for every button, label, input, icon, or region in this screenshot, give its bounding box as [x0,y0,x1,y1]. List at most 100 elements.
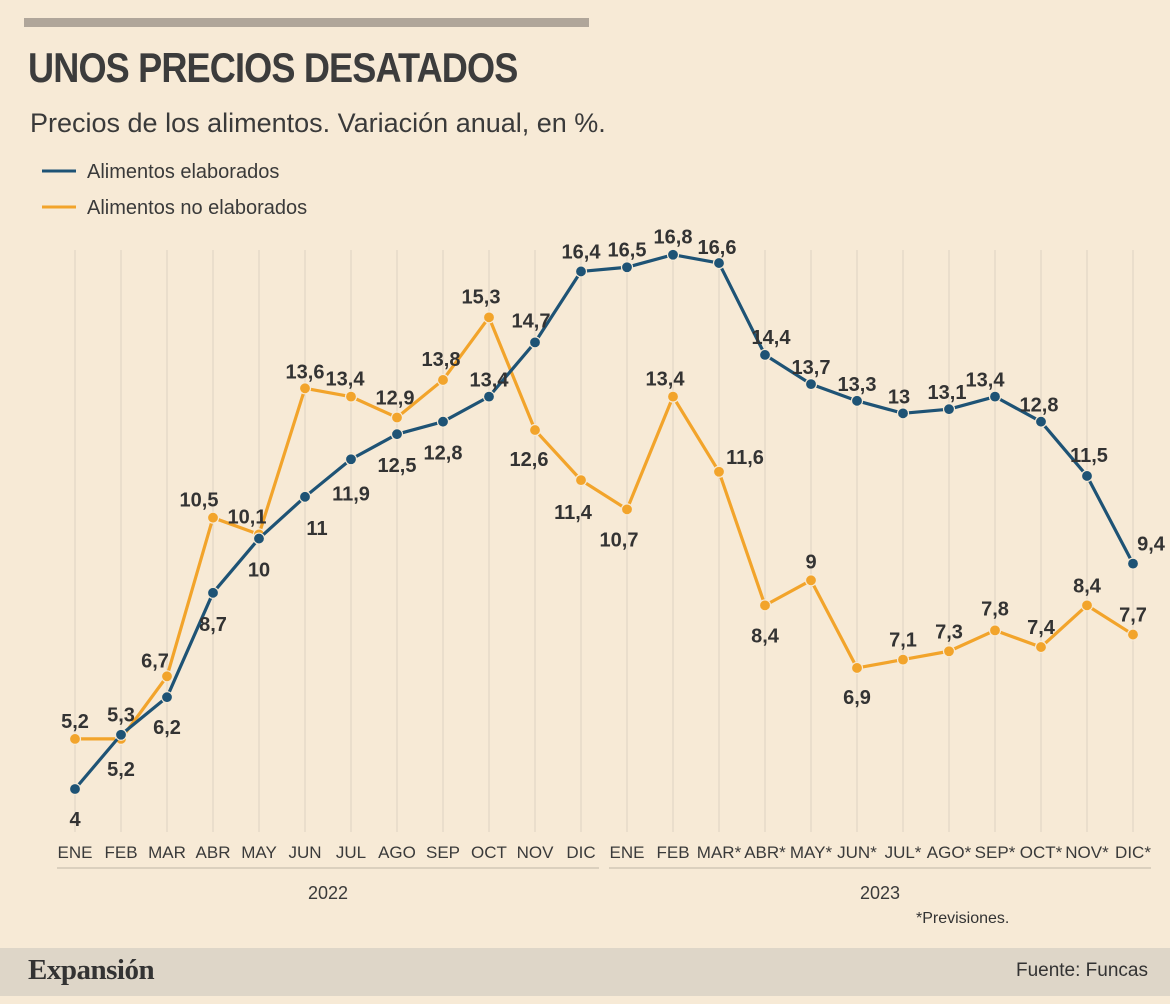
year-label: 2023 [860,883,900,903]
data-point [390,411,404,424]
data-point [68,732,82,746]
year-label: 2022 [308,883,348,903]
x-tick-label: MAY [241,843,277,862]
x-tick-label: MAY* [790,843,833,862]
data-label: 10,7 [600,529,639,551]
data-label: 16,8 [654,227,693,249]
x-tick-label: JUL* [885,843,922,862]
x-tick-label: AGO* [927,843,972,862]
data-label: 5,3 [107,705,135,727]
x-tick-label: DIC* [1115,843,1151,862]
data-point [666,248,680,261]
data-point [942,403,956,416]
x-tick-label: ABR [196,843,231,862]
data-point [528,423,542,437]
x-tick-label: FEB [104,843,137,862]
data-label: 16,6 [698,237,737,259]
data-label: 13,7 [792,357,831,379]
data-label: 7,7 [1119,605,1147,627]
data-point [896,653,910,666]
x-tick-label: OCT [471,843,507,862]
data-point [206,586,220,599]
data-label: 13,1 [928,382,967,404]
data-label: 8,4 [751,625,780,647]
data-point [620,261,634,274]
top-rule [24,18,589,27]
data-label: 10,5 [180,490,219,512]
x-tick-label: AGO [378,843,416,862]
data-label: 5,2 [61,711,89,733]
data-label: 14,7 [512,310,551,332]
x-tick-label: JUL [336,843,366,862]
data-label: 13,4 [646,369,686,391]
data-label: 12,8 [424,443,463,465]
data-point [988,390,1002,403]
data-label: 6,9 [843,687,871,709]
data-point [436,373,450,387]
data-point [482,390,496,403]
source-note: Fuente: Funcas [1015,960,1148,981]
data-label: 4 [69,809,81,831]
data-label: 16,4 [562,241,602,263]
data-point [1034,640,1048,654]
data-point [298,490,312,503]
data-label: 13,4 [326,369,366,391]
x-tick-label: JUN [288,843,321,862]
x-tick-label: DIC [566,843,595,862]
legend-label: Alimentos elaborados [87,161,279,183]
data-point [344,453,358,466]
data-label: 12,5 [378,455,417,477]
data-point [942,645,956,658]
x-axis: ENE FEB MAR ABR MAY JUN JUL AGO SEP OCT NOV DIC ENE F… [57,843,1151,903]
x-tick-label: SEP [426,843,460,862]
data-point [1080,469,1094,483]
data-label: 11,6 [726,447,764,469]
data-label: 11,9 [332,483,370,505]
data-point [114,728,128,741]
chart-subtitle: Precios de los alimentos. Variación anua… [30,108,606,138]
data-point [160,670,174,683]
data-point [758,348,772,362]
data-label: 13,6 [286,361,325,383]
footnote: *Previsiones. [916,910,1010,927]
data-label: 12,9 [376,388,415,410]
data-label: 14,4 [752,327,792,349]
data-point [436,415,450,428]
data-label: 8,7 [199,614,227,636]
data-label: 15,3 [462,286,501,308]
data-point [804,378,818,391]
series [68,248,1140,796]
x-tick-label: JUN* [837,843,877,862]
legend-label: Alimentos no elaborados [87,197,307,219]
data-label: 10 [248,560,270,582]
series-line [73,253,1135,791]
data-point [206,511,220,524]
data-label: 5,2 [107,759,135,781]
data-label: 13,4 [470,370,510,392]
data-point [1080,599,1094,612]
data-point [712,465,726,478]
data-label: 7,8 [981,598,1009,620]
x-tick-label: NOV [517,843,555,862]
data-point [988,624,1002,637]
x-tick-label: SEP* [975,843,1016,862]
x-tick-label: NOV* [1065,843,1109,862]
data-point [1126,557,1140,570]
data-label: 13,8 [422,349,461,371]
x-tick-label: ABR* [744,843,786,862]
data-label: 11,5 [1070,445,1108,467]
legend: Alimentos elaborados Alimentos no elabora… [42,161,307,219]
gridlines [74,250,1134,832]
data-label: 13,4 [966,370,1006,392]
x-tick-label: ENE [610,843,645,862]
x-tick-label: MAR [148,843,186,862]
data-label: 12,6 [510,449,549,471]
data-point [850,394,864,407]
data-point [1126,628,1140,641]
data-point [758,599,772,612]
x-tick-label: MAR* [697,843,742,862]
data-label: 7,1 [889,630,917,652]
data-label: 11 [306,518,327,540]
data-label: 16,5 [608,239,647,261]
